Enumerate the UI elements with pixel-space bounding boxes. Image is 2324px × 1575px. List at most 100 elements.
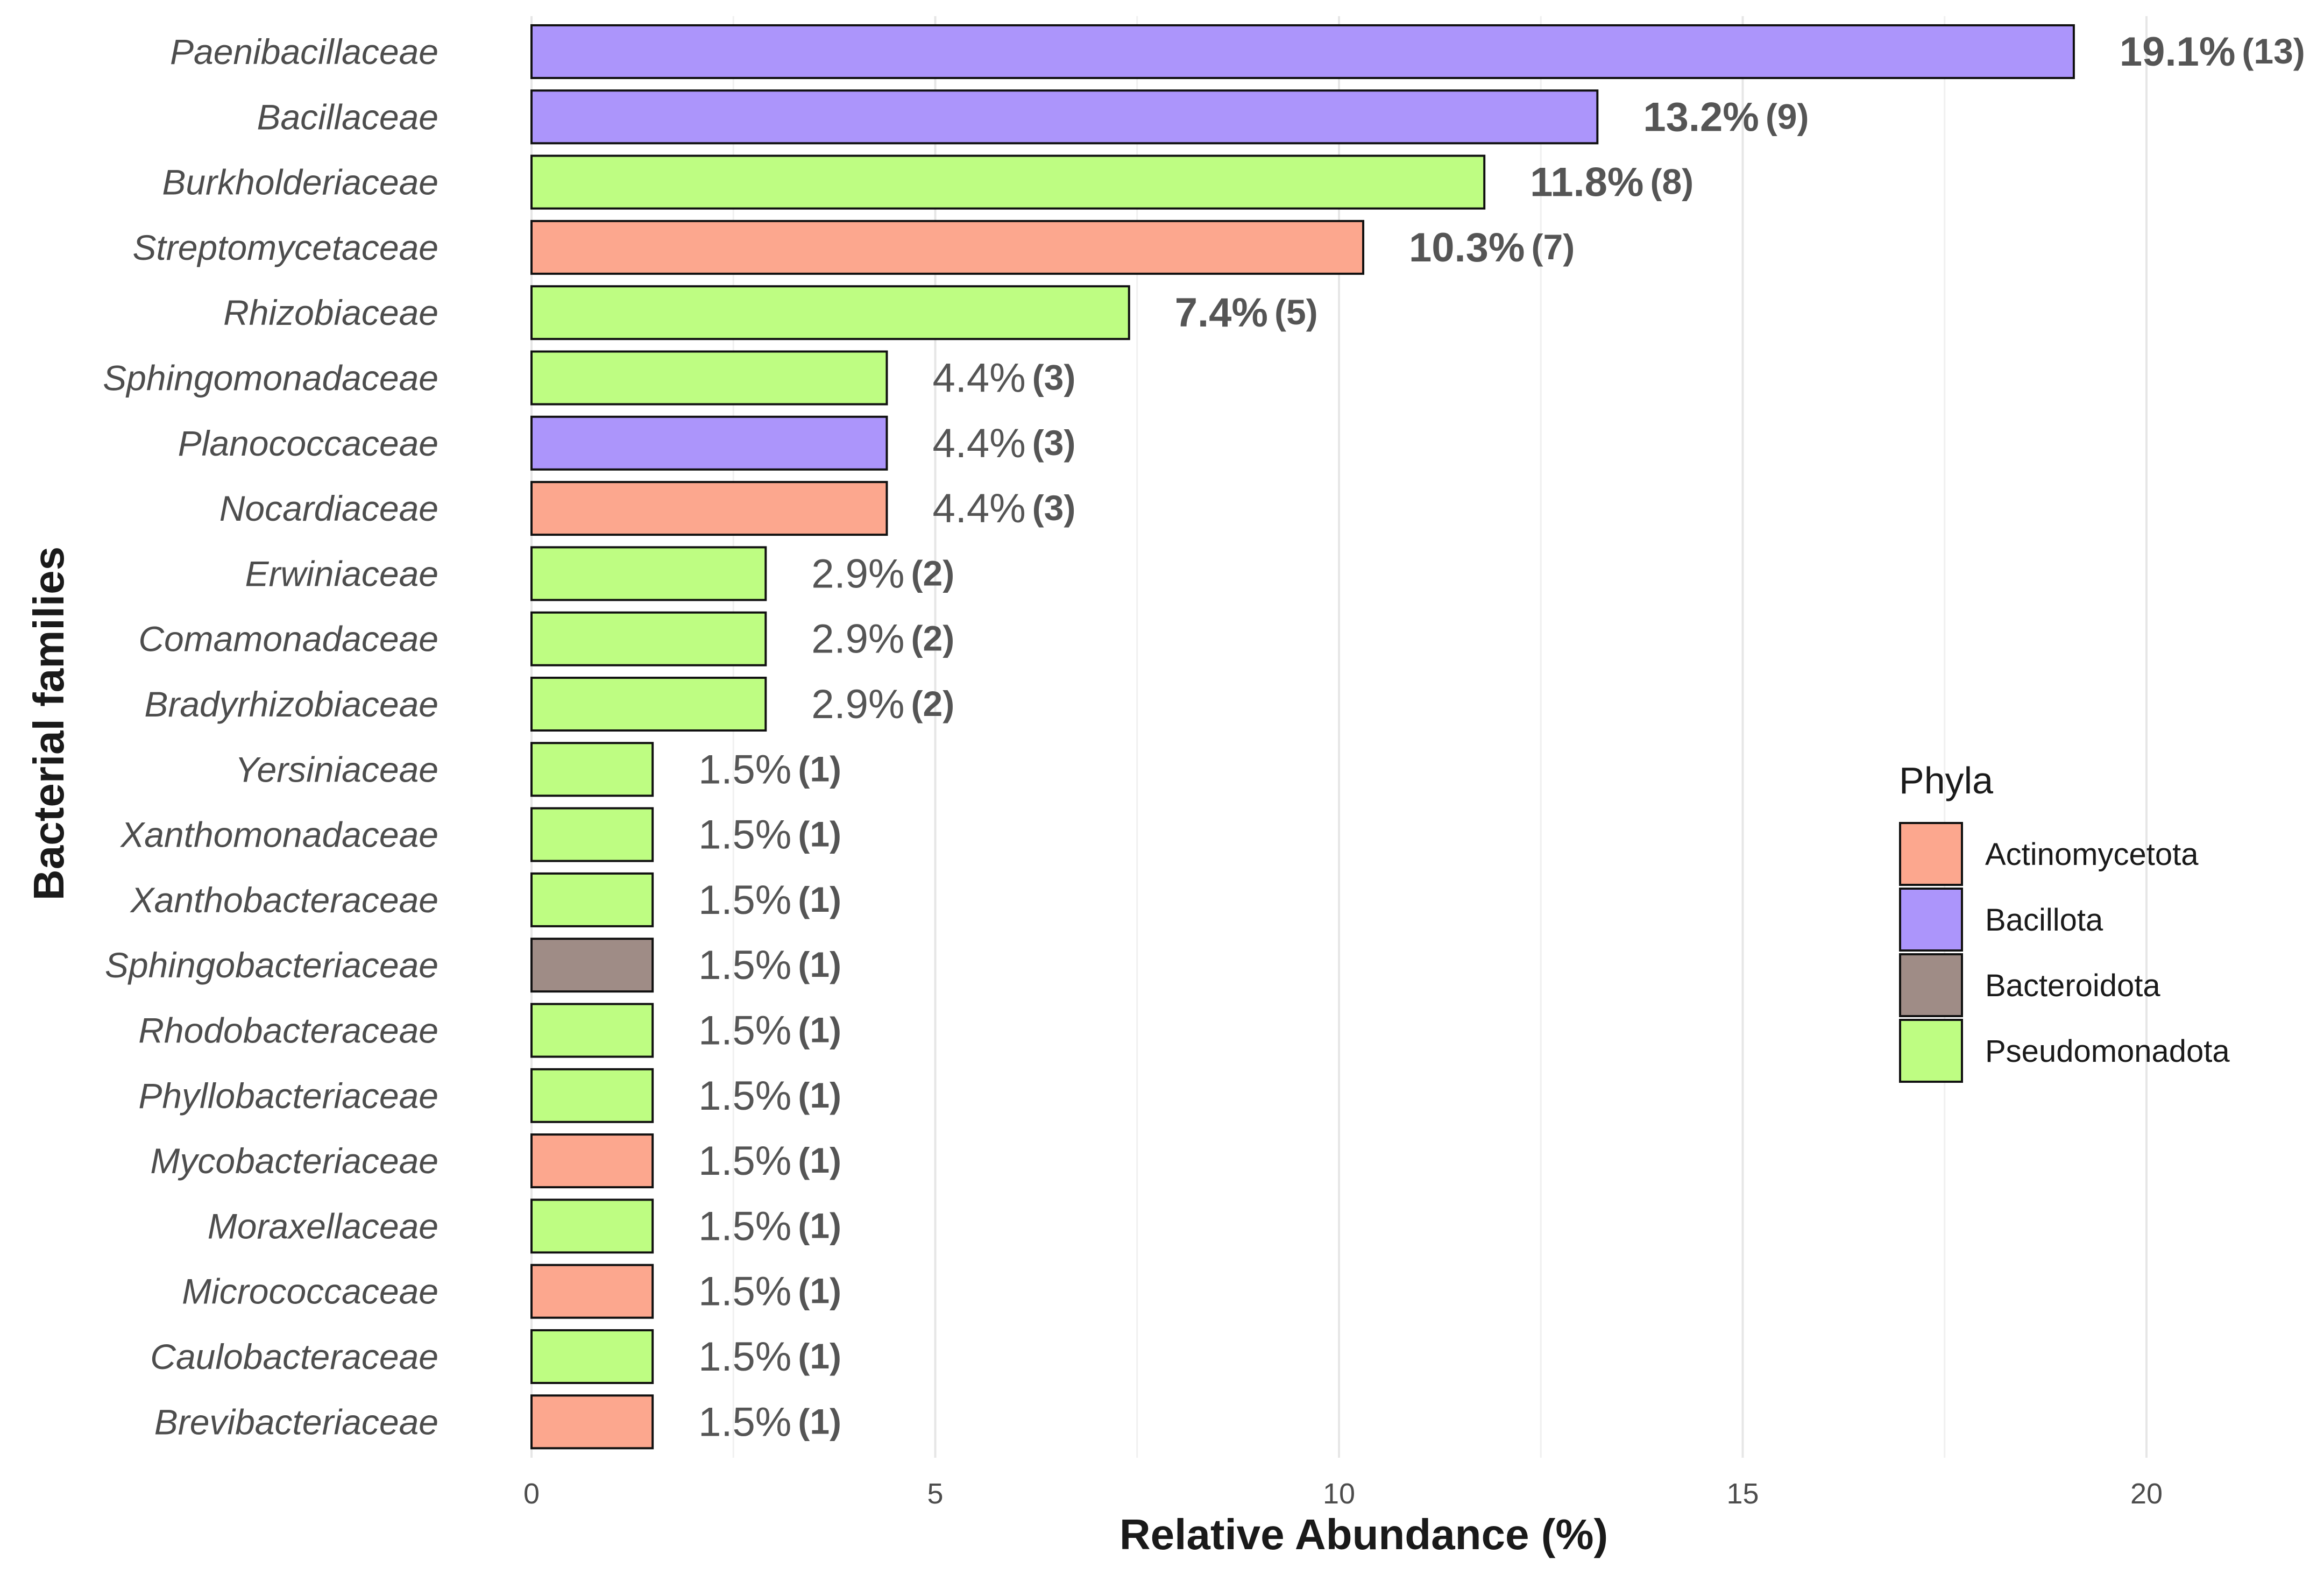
legend-title: Phyla xyxy=(1899,760,1993,801)
bar xyxy=(530,742,654,797)
bar xyxy=(530,1003,654,1058)
count-label: (13) xyxy=(2242,31,2305,71)
bar xyxy=(530,872,654,927)
x-tick-label: 20 xyxy=(2130,1478,2163,1510)
value-label: 4.4% xyxy=(932,356,1025,401)
legend-key xyxy=(1899,888,1963,952)
value-label: 1.5% xyxy=(698,877,791,923)
category-label: Bradyrhizobiaceae xyxy=(144,684,438,724)
bar xyxy=(530,1133,654,1189)
count-label: (1) xyxy=(798,1205,841,1245)
value-label: 1.5% xyxy=(698,1203,791,1249)
bar xyxy=(530,219,1365,275)
category-label: Streptomycetaceae xyxy=(132,228,438,267)
bar xyxy=(530,546,767,601)
count-label: (3) xyxy=(1032,423,1076,463)
count-label: (1) xyxy=(798,1140,841,1180)
category-label: Yersiniaceae xyxy=(235,749,438,789)
bar xyxy=(530,807,654,862)
category-label: Phyllobacteriaceae xyxy=(138,1076,438,1116)
bar xyxy=(530,481,888,536)
legend: Phyla Actinomycetota Bacillota Bacteroidot… xyxy=(1899,760,2230,1083)
legend-label: Pseudomonadota xyxy=(1985,1034,2230,1069)
legend-key xyxy=(1899,953,1963,1017)
count-label: (3) xyxy=(1032,358,1076,398)
count-label: (2) xyxy=(911,553,955,593)
x-axis-title: Relative Abundance (%) xyxy=(1120,1510,1608,1558)
value-label: 1.5% xyxy=(698,1399,791,1445)
bar xyxy=(530,1264,654,1319)
category-label: Bacillaceae xyxy=(257,97,438,137)
value-label: 1.5% xyxy=(698,747,791,792)
count-label: (3) xyxy=(1032,488,1076,528)
count-label: (1) xyxy=(798,1336,841,1376)
bar xyxy=(530,1394,654,1450)
x-tick-label: 15 xyxy=(1726,1478,1759,1510)
x-tick-label: 0 xyxy=(523,1478,540,1510)
value-label: 19.1% xyxy=(2120,29,2236,75)
bar xyxy=(530,1329,654,1384)
category-label: Burkholderiaceae xyxy=(162,162,438,202)
bar xyxy=(530,1068,654,1123)
category-label: Moraxellaceae xyxy=(208,1206,438,1246)
bar xyxy=(530,677,767,732)
category-label: Paenibacillaceae xyxy=(170,32,438,72)
value-label: 1.5% xyxy=(698,1008,791,1054)
category-label: Micrococcaceae xyxy=(182,1272,438,1311)
legend-key xyxy=(1899,822,1963,886)
bar xyxy=(530,938,654,993)
category-label: Erwiniaceae xyxy=(245,554,438,593)
value-label: 4.4% xyxy=(932,486,1025,531)
count-label: (1) xyxy=(798,1010,841,1050)
value-label: 7.4% xyxy=(1175,290,1268,336)
bar xyxy=(530,350,888,406)
value-labels: 19.1% (13) 13.2% (9) 11.8% (8) 10.3% (7) 7.4% (5)… xyxy=(698,29,2305,1445)
category-label: Rhizobiaceae xyxy=(223,293,438,332)
legend-label: Bacillota xyxy=(1985,903,2103,938)
category-label: Sphingomonadaceae xyxy=(103,358,438,398)
category-label: Nocardiaceae xyxy=(219,488,438,528)
count-label: (1) xyxy=(798,749,841,789)
bar xyxy=(530,285,1130,340)
bar xyxy=(530,89,1599,145)
category-label: Rhodobacteraceae xyxy=(138,1011,438,1051)
count-label: (1) xyxy=(798,945,841,984)
x-axis-ticks: 0 5 10 15 20 xyxy=(523,1478,2163,1510)
count-label: (2) xyxy=(911,684,955,723)
x-tick-label: 5 xyxy=(927,1478,943,1510)
value-label: 1.5% xyxy=(698,1269,791,1315)
category-label: Xanthomonadaceae xyxy=(119,815,438,855)
bar xyxy=(530,415,888,471)
value-label: 2.9% xyxy=(811,551,904,597)
legend-label: Bacteroidota xyxy=(1985,968,2160,1003)
value-label: 2.9% xyxy=(811,682,904,727)
y-axis-title: Bacterial families xyxy=(25,547,73,900)
value-label: 2.9% xyxy=(811,616,904,662)
count-label: (8) xyxy=(1650,162,1694,202)
value-label: 1.5% xyxy=(698,812,791,858)
count-label: (1) xyxy=(798,814,841,854)
value-label: 1.5% xyxy=(698,942,791,988)
category-label: Comamonadaceae xyxy=(138,619,438,659)
count-label: (1) xyxy=(798,879,841,919)
count-label: (2) xyxy=(911,619,955,658)
bars xyxy=(530,24,2075,1450)
legend-label: Actinomycetota xyxy=(1985,837,2199,872)
legend-key xyxy=(1899,1019,1963,1083)
bar xyxy=(530,24,2075,79)
count-label: (1) xyxy=(798,1401,841,1441)
value-label: 4.4% xyxy=(932,421,1025,466)
category-label: Planococcaceae xyxy=(178,423,438,463)
count-label: (1) xyxy=(798,1271,841,1311)
bar xyxy=(530,611,767,666)
bar xyxy=(530,1198,654,1254)
category-label: Sphingobacteriaceae xyxy=(105,945,438,985)
x-tick-label: 10 xyxy=(1323,1478,1355,1510)
value-label: 13.2% xyxy=(1643,94,1759,140)
category-label: Brevibacteriaceae xyxy=(154,1402,438,1442)
category-labels: Paenibacillaceae Bacillaceae Burkholderiac… xyxy=(103,32,438,1442)
category-label: Mycobacteriaceae xyxy=(150,1141,438,1181)
category-label: Caulobacteraceae xyxy=(150,1337,438,1377)
value-label: 1.5% xyxy=(698,1073,791,1119)
